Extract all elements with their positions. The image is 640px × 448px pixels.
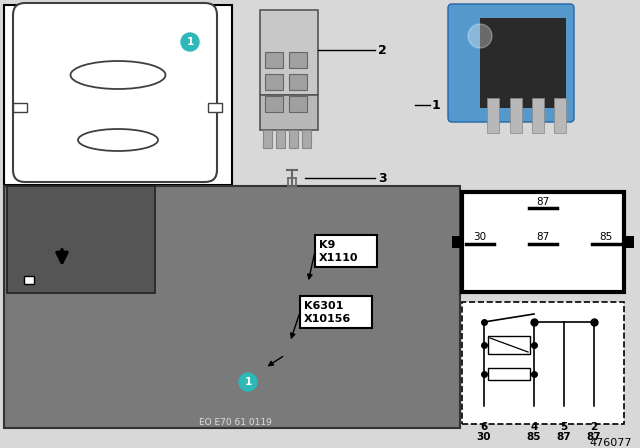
Circle shape [529, 408, 538, 417]
Ellipse shape [78, 129, 158, 151]
Bar [289, 52, 307, 68]
Text: 3: 3 [378, 172, 387, 185]
Bar [554, 98, 566, 133]
Text: 1: 1 [432, 99, 441, 112]
Text: 85: 85 [527, 432, 541, 442]
Bar [510, 98, 522, 133]
Text: EO E70 61 0119: EO E70 61 0119 [198, 418, 271, 426]
Circle shape [559, 408, 568, 417]
Text: 1: 1 [186, 37, 194, 47]
Bar [260, 95, 318, 130]
Text: 85: 85 [600, 232, 612, 242]
Bar [462, 192, 624, 292]
Bar [263, 130, 272, 148]
Bar [532, 98, 544, 133]
Bar [300, 296, 372, 328]
Circle shape [181, 33, 199, 51]
Bar [488, 336, 530, 354]
Circle shape [479, 408, 488, 417]
Text: 476077: 476077 [589, 438, 632, 448]
Text: K9: K9 [319, 240, 335, 250]
Text: 87: 87 [536, 232, 550, 242]
Text: 6: 6 [481, 422, 488, 432]
Text: K6301: K6301 [304, 301, 344, 311]
Bar [488, 368, 530, 380]
Circle shape [468, 24, 492, 48]
Text: 87: 87 [536, 197, 550, 207]
Bar [4, 5, 232, 185]
Bar [265, 52, 283, 68]
Text: 30: 30 [474, 232, 486, 242]
FancyBboxPatch shape [448, 4, 574, 122]
Bar [624, 236, 634, 248]
Bar [289, 74, 307, 90]
Text: 1: 1 [244, 377, 252, 387]
Bar [276, 130, 285, 148]
FancyBboxPatch shape [13, 3, 217, 182]
Text: 2: 2 [378, 43, 387, 56]
Bar [24, 276, 34, 284]
Bar [462, 302, 624, 424]
Bar [265, 74, 283, 90]
Bar [452, 236, 462, 248]
Bar [487, 98, 499, 133]
Circle shape [589, 408, 598, 417]
Bar [7, 186, 155, 293]
Text: 87: 87 [587, 432, 602, 442]
Bar [289, 130, 298, 148]
Ellipse shape [70, 61, 166, 89]
Text: 4: 4 [531, 422, 538, 432]
Text: X1110: X1110 [319, 253, 358, 263]
Text: X10156: X10156 [304, 314, 351, 324]
Bar [302, 130, 311, 148]
Bar [208, 103, 222, 112]
Bar [480, 18, 566, 108]
Bar [289, 96, 307, 112]
Text: 5: 5 [561, 422, 568, 432]
Text: 30: 30 [477, 432, 492, 442]
Text: 87: 87 [557, 432, 572, 442]
Bar [4, 186, 460, 428]
Bar [260, 10, 318, 95]
Bar [13, 103, 27, 112]
Circle shape [239, 373, 257, 391]
Bar [315, 235, 377, 267]
Text: 2: 2 [590, 422, 598, 432]
Bar [265, 96, 283, 112]
